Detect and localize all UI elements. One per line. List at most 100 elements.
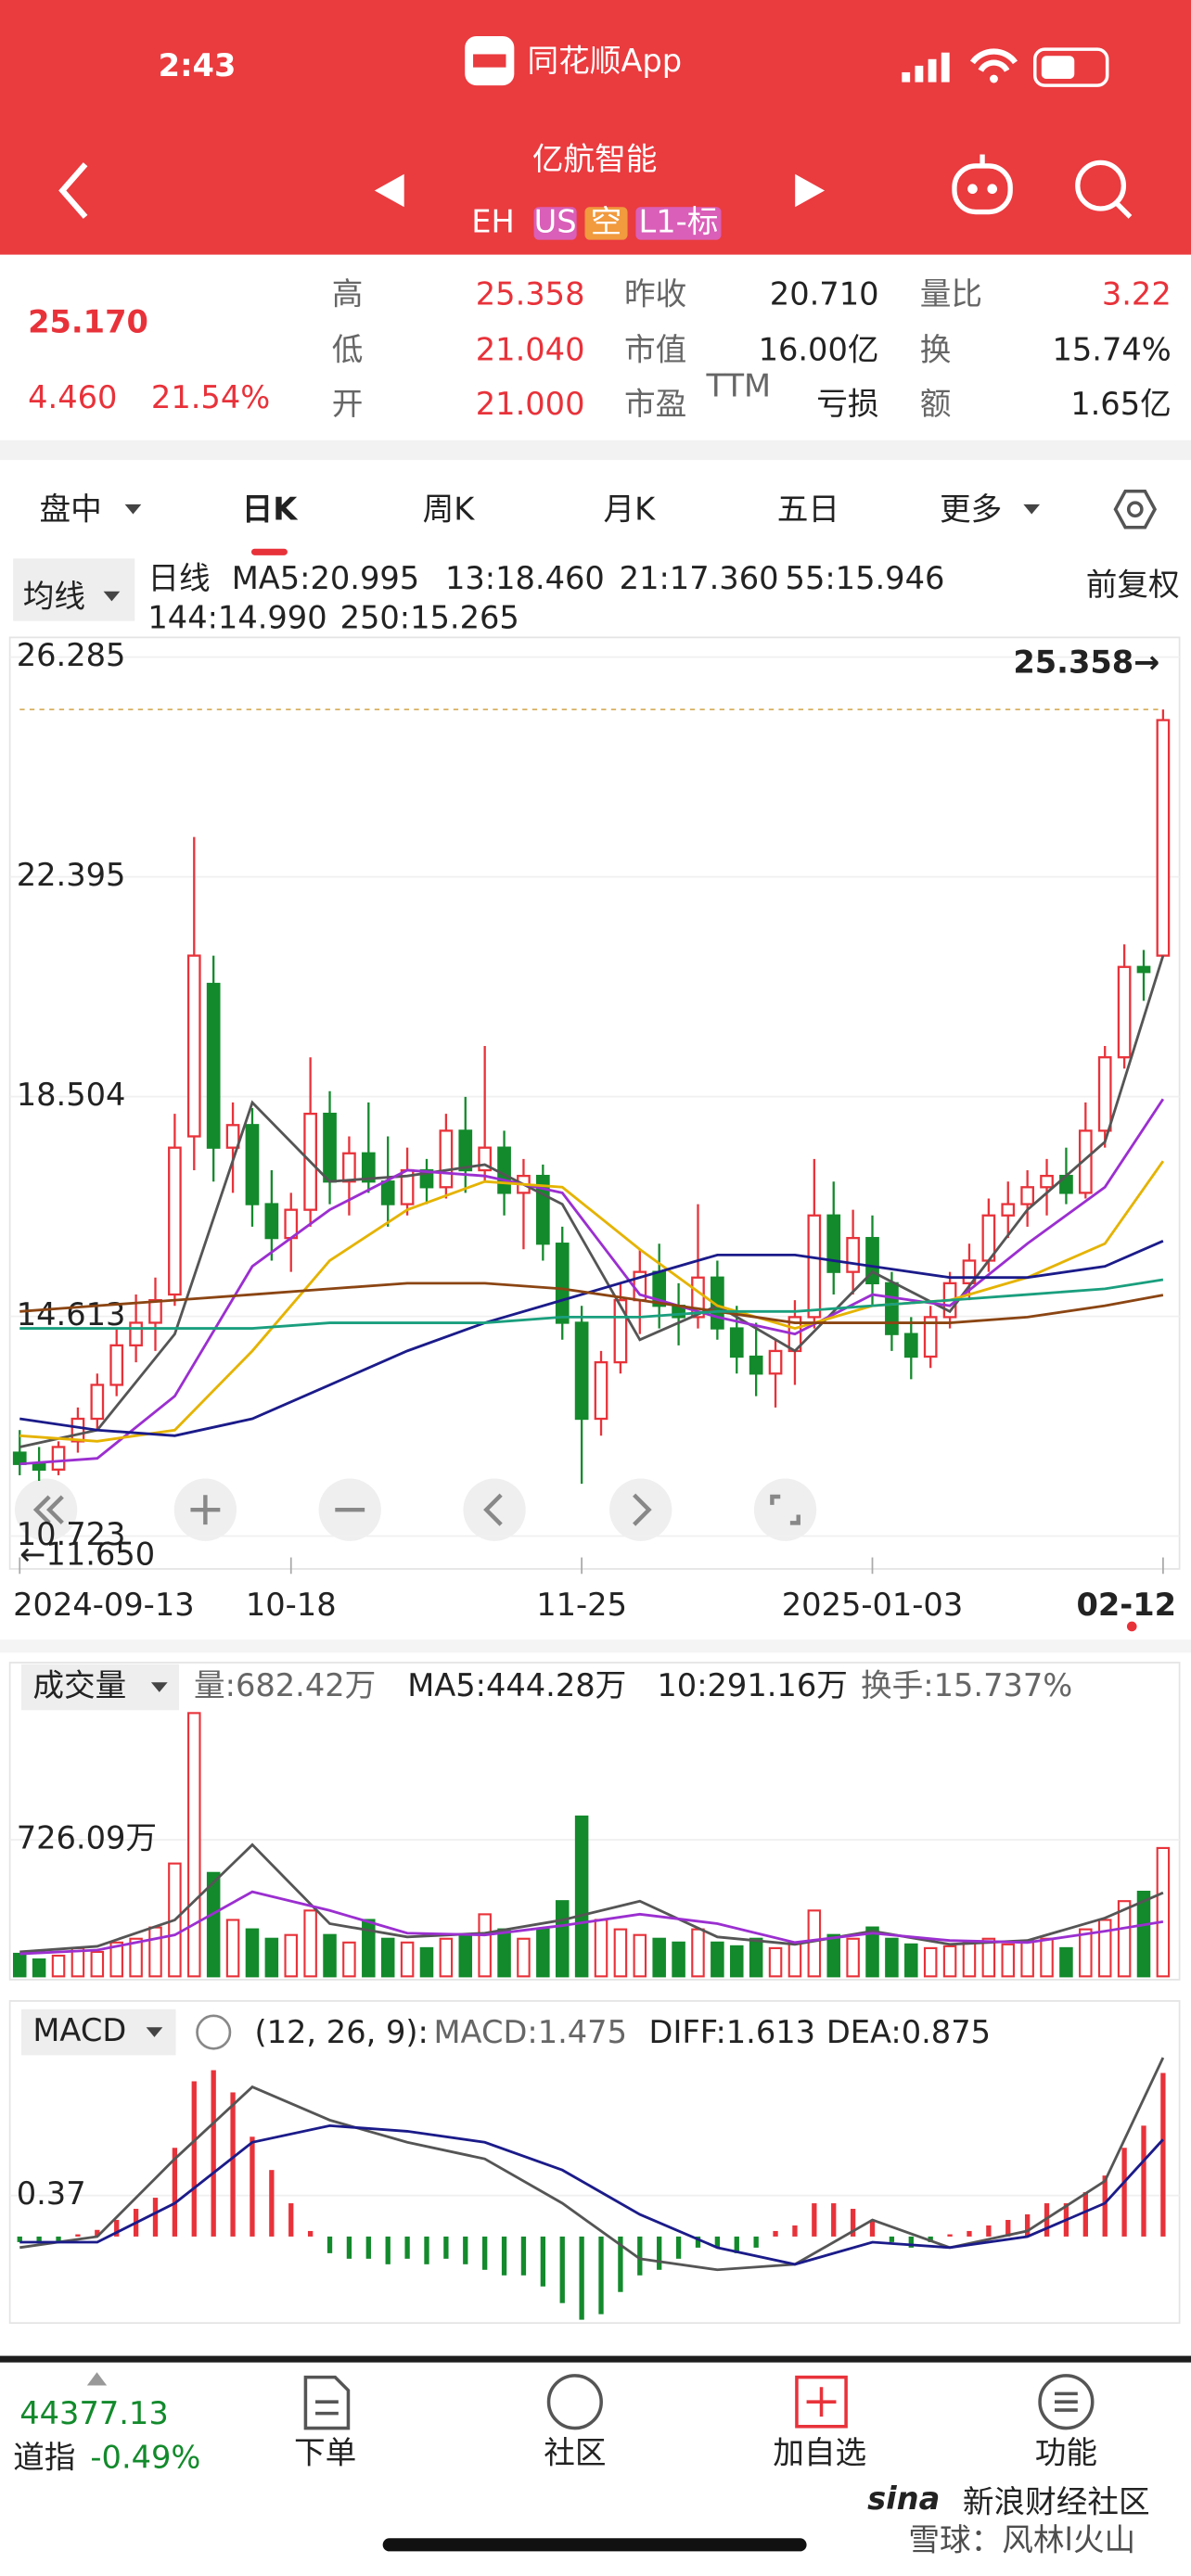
home-indicator bbox=[382, 2538, 807, 2552]
macd-frame bbox=[8, 2000, 1181, 2325]
macd-bar bbox=[850, 2209, 856, 2237]
y-tick-label: 14.613 bbox=[17, 1296, 126, 1333]
legend-entry: 10:291.16万 bbox=[657, 1667, 847, 1703]
candle-body bbox=[12, 1451, 27, 1465]
back[interactable] bbox=[58, 162, 88, 219]
macd-bar bbox=[172, 2148, 178, 2237]
volume-bar bbox=[807, 1909, 822, 1978]
candle-body bbox=[225, 1124, 240, 1149]
macd-bar bbox=[579, 2236, 584, 2320]
function-icon[interactable] bbox=[1038, 2374, 1095, 2430]
selector[interactable]: 成交量 bbox=[32, 1667, 126, 1703]
tab-caret bbox=[124, 504, 142, 515]
macd-bar bbox=[812, 2203, 817, 2237]
macd-bar bbox=[714, 2236, 721, 2248]
robot-icon[interactable] bbox=[952, 154, 1013, 215]
next-stock[interactable] bbox=[795, 173, 826, 208]
tab-active[interactable]: 日K bbox=[242, 491, 300, 527]
field-value: 1.65亿 bbox=[1070, 386, 1172, 422]
high-annotation: 25.358→ bbox=[1013, 644, 1159, 680]
macd-bar bbox=[365, 2236, 371, 2259]
community-icon[interactable] bbox=[546, 2374, 603, 2430]
candle-body bbox=[729, 1327, 744, 1358]
macd-bar bbox=[559, 2236, 565, 2303]
function-lines bbox=[1055, 2391, 1078, 2412]
candle-body bbox=[323, 1112, 337, 1183]
index-name: 道指 bbox=[13, 2440, 75, 2476]
y-tick-label: 10.723 bbox=[17, 1516, 126, 1552]
volume-bar bbox=[439, 1937, 454, 1978]
volume-bar bbox=[1117, 1900, 1132, 1978]
y-tick-label: 0.37 bbox=[17, 2175, 86, 2212]
wifi bbox=[969, 48, 1018, 72]
watermark-logo: sina bbox=[867, 2480, 940, 2517]
index-value: 44377.13 bbox=[19, 2395, 169, 2431]
candle-body bbox=[1097, 1056, 1112, 1132]
legend-entry: DIFF:1.613 bbox=[649, 2014, 816, 2050]
settings-dot bbox=[1126, 501, 1144, 518]
tab[interactable]: 五日 bbox=[777, 491, 839, 527]
macd-label: MACD:1.475 bbox=[434, 2014, 627, 2050]
nav-label[interactable]: 社区 bbox=[544, 2434, 606, 2470]
macd-bar bbox=[637, 2236, 643, 2276]
selector-bg[interactable] bbox=[21, 2009, 176, 2056]
time: 2:43 bbox=[159, 47, 237, 83]
order-icon[interactable] bbox=[303, 2375, 351, 2430]
volume-bar bbox=[303, 1909, 317, 1978]
macd-bar bbox=[1160, 2072, 1166, 2237]
macd-bar bbox=[773, 2230, 778, 2237]
macd-bar bbox=[947, 2234, 953, 2237]
macd-bar bbox=[269, 2170, 275, 2237]
indicator-line bbox=[19, 1282, 1164, 1324]
settings[interactable] bbox=[1113, 489, 1158, 529]
macd-bar bbox=[695, 2236, 701, 2248]
y-tick-label: 18.504 bbox=[17, 1077, 126, 1113]
candle-body bbox=[903, 1333, 918, 1358]
divider bbox=[0, 1639, 1191, 1653]
tab[interactable]: 更多 bbox=[940, 491, 1002, 527]
field-label: 开 bbox=[332, 386, 364, 422]
app-name: 同花顺App bbox=[528, 43, 683, 79]
prev-stock[interactable] bbox=[374, 173, 404, 208]
volume-bar bbox=[555, 1900, 570, 1978]
battery-level bbox=[1041, 56, 1075, 80]
volume-bar bbox=[885, 1937, 899, 1978]
expand[interactable] bbox=[86, 2372, 108, 2386]
selector-bg[interactable] bbox=[21, 1664, 180, 1711]
footer-line bbox=[0, 2355, 1191, 2363]
volume-bar bbox=[323, 1933, 337, 1978]
tab[interactable]: 盘中 bbox=[40, 491, 102, 527]
macd-bar bbox=[889, 2236, 895, 2242]
controls bbox=[14, 1478, 817, 1541]
x-tick-label: 11-25 bbox=[536, 1587, 627, 1623]
tab[interactable]: 周K bbox=[423, 491, 476, 527]
selector[interactable]: 均线 bbox=[23, 578, 85, 614]
candle-body bbox=[1040, 1174, 1054, 1189]
macd-bar bbox=[424, 2236, 429, 2264]
volume-bar bbox=[536, 1928, 550, 1978]
volume-bar bbox=[1097, 1919, 1112, 1978]
tag: 空 bbox=[591, 203, 622, 239]
add-icon[interactable] bbox=[795, 2375, 848, 2429]
add-plus bbox=[806, 2387, 837, 2417]
selector-bg[interactable] bbox=[13, 558, 135, 621]
volume-bar bbox=[458, 1933, 473, 1978]
candle-body bbox=[1001, 1203, 1016, 1217]
macd-bar bbox=[463, 2236, 468, 2264]
nav-label[interactable]: 下单 bbox=[294, 2434, 356, 2470]
legend-entry: DEA:0.875 bbox=[826, 2014, 991, 2050]
tab[interactable]: 月K bbox=[603, 491, 656, 527]
index-change: -0.49% bbox=[90, 2440, 200, 2476]
macd-bar bbox=[792, 2225, 798, 2237]
selector[interactable]: MACD bbox=[32, 2012, 126, 2048]
legend-entry: 55:15.946 bbox=[786, 560, 945, 596]
search-icon[interactable] bbox=[1075, 159, 1133, 219]
adjust[interactable]: 前复权 bbox=[1086, 567, 1180, 603]
nav-label[interactable]: 功能 bbox=[1035, 2434, 1097, 2470]
legend-entry: 250:15.265 bbox=[340, 599, 519, 635]
candle-body bbox=[148, 1298, 162, 1324]
volume-bar bbox=[574, 1815, 589, 1978]
help-icon[interactable] bbox=[196, 2014, 232, 2050]
candle-body bbox=[439, 1129, 454, 1189]
nav-label[interactable]: 加自选 bbox=[773, 2434, 866, 2470]
